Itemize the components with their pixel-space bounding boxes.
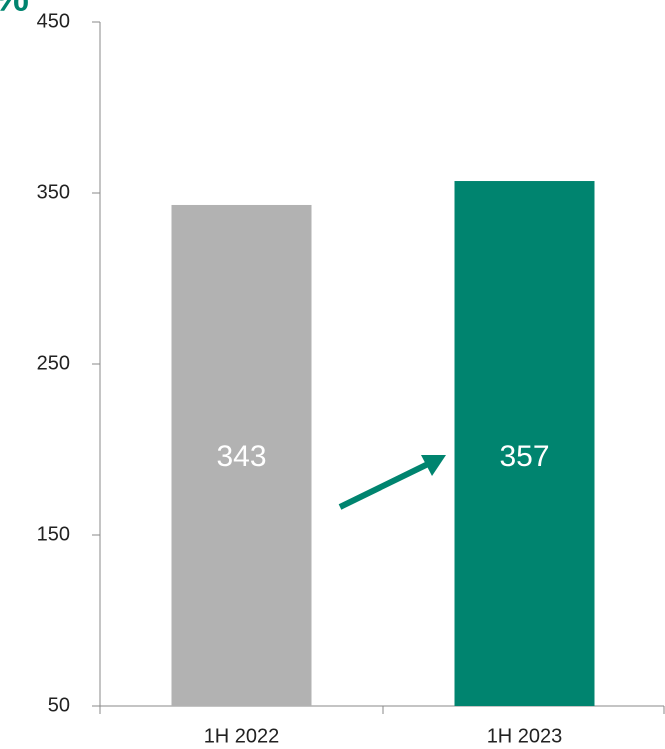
value-label: 343 <box>216 440 266 473</box>
bar <box>171 204 312 706</box>
growth-label: 4% <box>0 0 29 20</box>
x-tick-label: 1H 2022 <box>204 725 280 747</box>
value-label: 357 <box>499 440 549 473</box>
bar <box>454 181 595 706</box>
y-tick-label: 50 <box>48 694 70 716</box>
y-tick-label: 450 <box>37 10 70 32</box>
y-tick-label: 150 <box>37 523 70 545</box>
x-tick-label: 1H 2023 <box>487 725 563 747</box>
y-tick-label: 250 <box>37 352 70 374</box>
growth-arrowhead <box>421 455 446 476</box>
growth-arrow <box>338 461 430 510</box>
y-tick-label: 350 <box>37 181 70 203</box>
